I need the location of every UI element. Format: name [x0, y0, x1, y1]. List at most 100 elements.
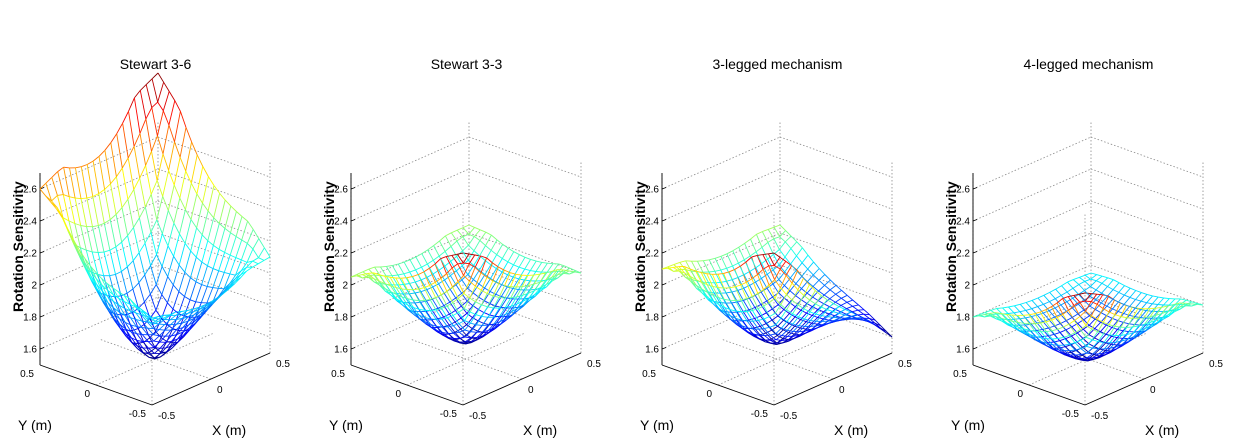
z-tick-label: 2: [964, 281, 970, 292]
surface-mesh-line: [1079, 292, 1086, 295]
surface-mesh-line: [185, 127, 193, 143]
surface-mesh-line: [1155, 306, 1162, 309]
surface-mesh-line: [507, 264, 514, 276]
surface-mesh-line: [401, 296, 409, 306]
surface-mesh-line: [1127, 336, 1134, 343]
surface-mesh-line: [118, 304, 125, 309]
surface-mesh-line: [776, 340, 783, 344]
surface-mesh-line: [434, 263, 442, 279]
surface-mesh-line: [487, 295, 494, 308]
chart-panel: 1.6 1.8 2 2.2 2.4 2.6 0.5 0 -0.5 -0.5 0 0.5 3-legge…: [622, 0, 933, 441]
x-tick-label: 0.5: [1209, 359, 1223, 370]
surface-mesh-line: [779, 268, 787, 276]
surface-mesh-line: [818, 279, 825, 286]
surface-mesh-line: [1064, 351, 1071, 354]
surface-mesh-line: [184, 219, 192, 244]
surface-mesh-line: [809, 303, 816, 313]
surface-mesh-line: [452, 281, 459, 288]
surface-mesh-line: [755, 281, 762, 293]
surface-mesh-line: [139, 206, 146, 219]
surface-mesh-line: [1091, 339, 1099, 342]
surface-mesh-line: [1174, 304, 1181, 311]
surface-mesh-line: [145, 151, 152, 166]
surface-mesh-line: [98, 149, 106, 157]
surface-mesh-line: [743, 300, 750, 311]
surface-mesh-line: [207, 210, 215, 219]
surface-mesh-line: [168, 124, 175, 143]
surface-mesh-line: [426, 286, 433, 291]
grid-line: [1090, 168, 1204, 210]
surface-mesh-line: [211, 297, 218, 304]
surface-mesh-line: [1121, 334, 1128, 336]
surface-mesh-line: [522, 285, 529, 288]
surface-mesh-line: [1063, 337, 1070, 345]
surface-mesh-line: [787, 331, 794, 337]
surface-mesh-line: [154, 347, 161, 354]
surface-mesh-line: [173, 233, 180, 257]
z-tick-label: 1.8: [645, 313, 659, 324]
surface-mesh-line: [1161, 311, 1169, 318]
surface-mesh-line: [79, 256, 86, 268]
surface-mesh-line: [172, 264, 180, 286]
surface-mesh-line: [801, 262, 809, 270]
surface-mesh-line: [1173, 306, 1180, 313]
surface-mesh-line: [760, 312, 767, 317]
surface-mesh-line: [768, 279, 775, 286]
surface-mesh-line: [120, 295, 128, 315]
surface-mesh-line: [1025, 302, 1033, 310]
surface-mesh-line: [760, 323, 767, 327]
surface-mesh-line: [218, 248, 225, 253]
surface-mesh-line: [92, 226, 99, 253]
surface-mesh-line: [824, 279, 831, 286]
surface-mesh-line: [846, 294, 854, 301]
surface-mesh-line: [136, 333, 143, 336]
surface-mesh-line: [806, 306, 813, 314]
surface-mesh-line: [409, 281, 416, 284]
surface-mesh-line: [115, 214, 123, 243]
surface-mesh-line: [706, 284, 713, 287]
surface-mesh-line: [462, 253, 470, 264]
surface-mesh-line: [551, 269, 558, 272]
surface-mesh-line: [101, 278, 108, 284]
surface-mesh-line: [1140, 300, 1147, 304]
surface-mesh-line: [188, 318, 195, 326]
surface-mesh-line: [1129, 299, 1136, 307]
surface-mesh-line: [170, 329, 178, 337]
surface-mesh-line: [415, 253, 423, 258]
surface-mesh-line: [767, 253, 775, 266]
surface-mesh-line: [746, 278, 753, 283]
surface-mesh-line: [1097, 331, 1104, 335]
surface-mesh-line: [470, 324, 477, 332]
surface-mesh-line: [1018, 321, 1024, 324]
surface-mesh-line: [155, 266, 163, 285]
surface-mesh-line: [800, 303, 808, 311]
surface-mesh-line: [407, 298, 414, 301]
surface-mesh-line: [775, 335, 782, 341]
surface-mesh-line: [450, 275, 457, 286]
surface-mesh-line: [1191, 301, 1198, 304]
surface-mesh-line: [235, 259, 242, 276]
surface-mesh-line: [124, 322, 132, 333]
surface-mesh-line: [846, 301, 853, 307]
surface-mesh-line: [757, 268, 764, 275]
surface-mesh-line: [745, 256, 752, 263]
surface-mesh-line: [1101, 282, 1108, 287]
y-tick-label: -0.5: [1062, 409, 1080, 420]
surface-mesh-line: [475, 301, 482, 306]
surface-mesh-line: [1112, 292, 1120, 300]
surface-mesh-line: [714, 255, 722, 259]
surface-mesh-line: [124, 314, 131, 319]
surface-mesh-line: [409, 259, 416, 271]
surface-mesh-line: [136, 326, 143, 329]
surface-mesh-line: [432, 286, 439, 297]
surface-mesh-line: [457, 275, 464, 282]
surface-mesh-line: [725, 292, 732, 304]
surface-mesh-line: [401, 277, 408, 279]
surface-mesh-line: [438, 279, 445, 285]
surface-mesh-line: [558, 263, 565, 267]
surface-mesh-line: [781, 327, 788, 331]
surface-mesh-line: [516, 295, 523, 305]
surface-mesh-line: [833, 313, 840, 318]
surface-mesh-line: [379, 275, 387, 285]
surface-mesh-line: [184, 271, 191, 279]
